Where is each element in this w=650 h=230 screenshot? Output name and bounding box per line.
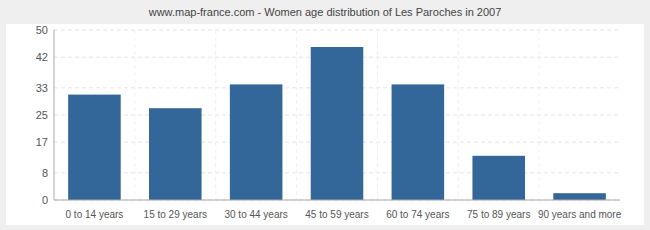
y-axis xyxy=(54,30,55,200)
background xyxy=(0,0,650,230)
x-tick-label: 15 to 29 years xyxy=(144,209,207,220)
x-tick-label: 90 years and more xyxy=(538,209,622,220)
x-tick-label: 0 to 14 years xyxy=(66,209,124,220)
grid-line-v xyxy=(458,30,459,200)
bar xyxy=(149,108,202,200)
x-tick-label: 60 to 74 years xyxy=(386,209,449,220)
bar xyxy=(392,84,445,200)
grid-line xyxy=(54,200,620,201)
y-tick-label: 0 xyxy=(42,194,48,206)
bar xyxy=(68,95,121,200)
y-tick-label: 8 xyxy=(42,167,48,179)
panel xyxy=(6,24,644,225)
bar xyxy=(230,84,283,200)
grid-line-v xyxy=(296,30,297,200)
bar xyxy=(472,156,525,200)
title: www.map-france.com - Women age distribut… xyxy=(148,6,502,18)
y-tick-label: 25 xyxy=(36,109,48,121)
grid-line-v xyxy=(539,30,540,200)
bar xyxy=(311,47,364,200)
x-tick-label: 75 to 89 years xyxy=(467,209,530,220)
grid-line xyxy=(54,30,620,31)
y-tick-label: 50 xyxy=(36,24,48,36)
y-tick-label: 42 xyxy=(36,51,48,63)
x-axis xyxy=(54,200,620,201)
grid-line-v xyxy=(134,30,135,200)
grid-line-v xyxy=(377,30,378,200)
x-tick-label: 30 to 44 years xyxy=(224,209,287,220)
grid-line-v xyxy=(215,30,216,200)
y-tick-label: 17 xyxy=(36,136,48,148)
chart: www.map-france.com - Women age distribut… xyxy=(0,0,650,230)
bar xyxy=(553,193,606,200)
bars xyxy=(68,47,606,200)
y-tick-label: 33 xyxy=(36,82,48,94)
x-tick-label: 45 to 59 years xyxy=(305,209,368,220)
